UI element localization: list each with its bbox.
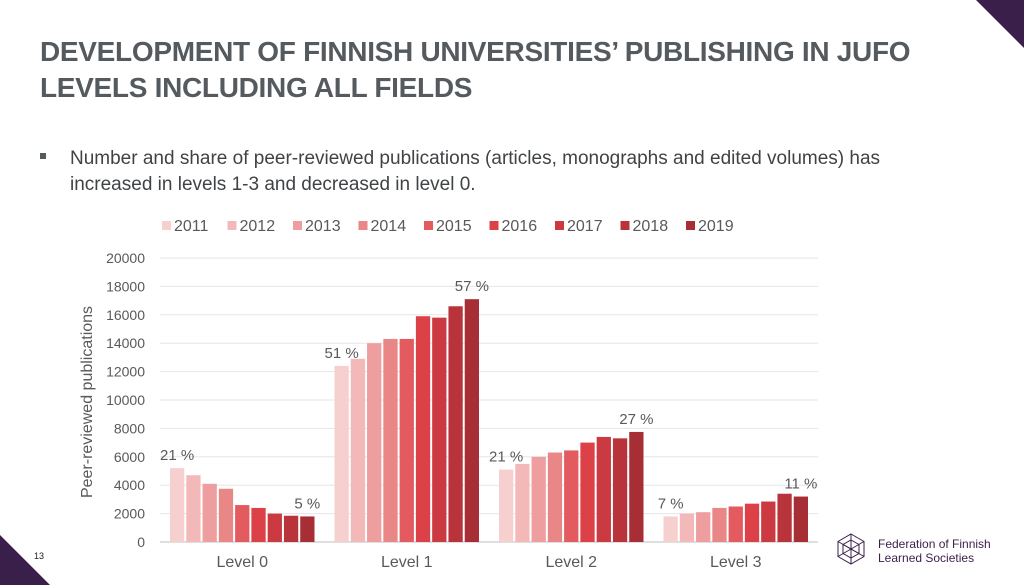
bar — [300, 516, 315, 542]
bar — [464, 299, 479, 542]
bar — [777, 493, 792, 542]
bar — [283, 515, 299, 542]
legend-swatch — [555, 221, 564, 230]
bar — [235, 505, 250, 542]
page-number: 13 — [34, 551, 45, 561]
y-axis-label: Peer-reviewed publications — [79, 306, 96, 498]
data-label: 7 % — [658, 495, 684, 512]
y-tick-label: 12000 — [106, 364, 145, 380]
legend-swatch — [620, 221, 630, 230]
x-tick-label: Level 2 — [545, 554, 597, 571]
bar — [712, 507, 727, 542]
legend-label: 2018 — [633, 218, 669, 235]
bar — [744, 503, 760, 542]
bar — [629, 431, 644, 542]
bar — [596, 436, 611, 542]
legend-label: 2013 — [305, 218, 341, 235]
bar — [761, 501, 776, 542]
bar — [218, 488, 234, 542]
bar — [696, 512, 711, 542]
bar — [515, 463, 530, 542]
corner-decoration-top-right — [976, 0, 1024, 48]
bar — [448, 306, 463, 542]
x-tick-label: Level 0 — [216, 554, 268, 571]
bar — [186, 475, 201, 542]
data-label: 21 % — [489, 449, 523, 466]
legend-swatch — [293, 221, 302, 230]
bar — [793, 496, 808, 542]
data-label: 27 % — [619, 411, 653, 428]
bar — [432, 317, 447, 542]
legend-swatch — [686, 221, 695, 230]
bullet-square-icon — [40, 153, 46, 159]
legend-label: 2014 — [371, 218, 407, 235]
bar — [531, 456, 546, 542]
y-tick-label: 14000 — [106, 335, 145, 351]
logo-line-2: Learned Societies — [878, 551, 975, 565]
legend-label: 2016 — [502, 218, 538, 235]
bar — [170, 468, 185, 542]
data-label: 11 % — [784, 476, 817, 493]
y-tick-label: 0 — [137, 534, 145, 550]
y-tick-label: 8000 — [114, 420, 145, 436]
legend-swatch — [489, 221, 499, 230]
bar — [383, 338, 398, 542]
logo-text: Federation of Finnish Learned Societies — [878, 537, 991, 565]
data-label: 21 % — [160, 447, 194, 464]
logo-line-1: Federation of Finnish — [878, 537, 991, 551]
bar — [564, 450, 579, 542]
y-tick-label: 2000 — [114, 506, 145, 522]
data-label: 5 % — [294, 495, 320, 512]
bar — [334, 365, 349, 542]
y-tick-label: 18000 — [106, 278, 145, 294]
y-tick-label: 10000 — [106, 392, 145, 408]
legend-label: 2012 — [240, 218, 276, 235]
bar — [415, 316, 431, 542]
bar — [580, 442, 595, 542]
bullet-text: Number and share of peer-reviewed public… — [70, 148, 881, 195]
legend-label: 2015 — [436, 218, 472, 235]
legend-swatch — [424, 221, 433, 230]
bar — [202, 483, 217, 542]
y-tick-label: 4000 — [114, 477, 145, 493]
bar — [547, 452, 563, 542]
y-tick-label: 16000 — [106, 307, 145, 323]
legend-label: 2017 — [567, 218, 603, 235]
data-label: 51 % — [325, 345, 359, 362]
bar — [612, 438, 628, 542]
x-tick-label: Level 1 — [381, 554, 433, 571]
bar — [367, 343, 382, 542]
bar — [663, 516, 678, 542]
legend-swatch — [358, 221, 368, 230]
logo-mark-icon — [837, 533, 865, 565]
y-tick-label: 6000 — [114, 449, 145, 465]
organization-logo: Federation of Finnish Learned Societies — [834, 532, 1014, 568]
corner-decoration-bottom-left — [0, 535, 50, 585]
bar — [267, 513, 282, 542]
bar — [499, 469, 514, 542]
bar — [399, 338, 414, 542]
y-tick-label: 20000 — [106, 250, 145, 266]
bar — [679, 513, 695, 542]
bar — [251, 507, 266, 542]
bar — [728, 506, 743, 542]
slide-title: DEVELOPMENT OF FINNISH UNIVERSITIES’ PUB… — [40, 36, 911, 103]
legend-swatch — [162, 221, 171, 230]
bar — [350, 358, 366, 542]
legend-label: 2019 — [698, 218, 734, 235]
data-label: 57 % — [455, 278, 489, 295]
legend-label: 2011 — [174, 218, 209, 235]
legend-swatch — [227, 221, 237, 230]
x-tick-label: Level 3 — [710, 554, 762, 571]
